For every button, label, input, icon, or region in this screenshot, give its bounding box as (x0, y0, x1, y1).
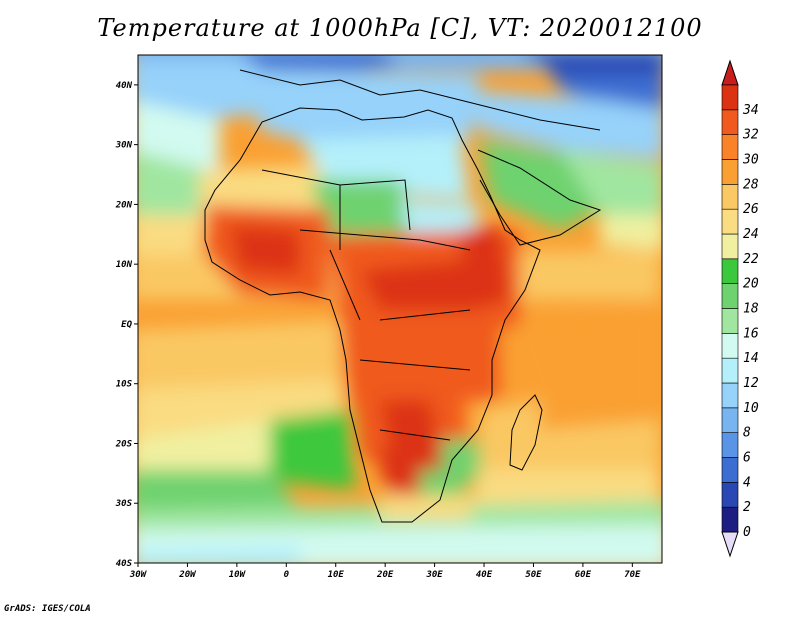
lon-tick-label: 70E (624, 570, 641, 580)
colorbar-level-label: 18 (743, 302, 759, 317)
colorbar-swatch (721, 482, 739, 508)
colorbar-swatch (721, 432, 739, 458)
colorbar-level-label: 26 (743, 202, 759, 217)
colorbar-high-arrow (721, 59, 739, 86)
arabia-coastline (477, 149, 602, 246)
coastlines (204, 69, 602, 523)
lat-tick-label: 20N (115, 200, 133, 210)
lon-tick-label: 30E (425, 570, 443, 580)
lon-tick-label: 0 (284, 570, 290, 580)
madagascar-coastline (509, 394, 543, 471)
colorbar-level-label: 28 (743, 177, 759, 192)
colorbar-swatch (721, 184, 739, 210)
chart-title: Temperature at 1000hPa [C], VT: 20200121… (97, 14, 703, 42)
africa-coastline (204, 107, 541, 523)
colorbar-swatch (721, 357, 739, 384)
map-frame (137, 54, 663, 564)
footer-credit: GrADS: IGES/COLA (4, 604, 91, 614)
colorbar-swatch (721, 407, 739, 433)
lon-tick-label: 10W (229, 570, 247, 580)
lon-tick-label: 10E (328, 570, 345, 580)
colorbar-level-label: 4 (743, 475, 751, 490)
lon-tick-label: 20E (376, 570, 394, 580)
lat-tick-label: 20S (115, 439, 133, 449)
temperature-field (138, 55, 662, 563)
europe-coastline (239, 69, 601, 131)
colorbar-swatch (721, 134, 739, 160)
lon-tick-label: 20W (178, 570, 197, 580)
border-line (261, 169, 471, 441)
colorbar-level-label: 34 (742, 103, 759, 118)
lat-tick-label: 30N (115, 141, 133, 151)
colorbar-level-label: 20 (743, 277, 759, 292)
colorbar-level-label: 32 (742, 128, 759, 143)
lat-tick-label: 40S (116, 559, 133, 569)
lat-tick-label: 40N (116, 81, 133, 91)
colorbar-swatch (721, 258, 739, 284)
colorbar-swatch (721, 233, 739, 260)
lon-tick-label: 30W (129, 570, 148, 580)
colorbar-swatch (721, 457, 739, 483)
lat-tick-label: 10S (116, 380, 133, 390)
lat-tick-label: EQ (121, 320, 132, 330)
lon-tick-label: 60E (575, 570, 592, 580)
colorbar-level-label: 6 (743, 451, 751, 466)
colorbar-level-label: 30 (742, 153, 759, 168)
colorbar-low-arrow (721, 531, 739, 558)
colorbar-level-label: 12 (743, 376, 759, 391)
colorbar-swatch (721, 208, 739, 235)
lat-tick-label: 10N (116, 260, 133, 270)
colorbar-level-label: 2 (743, 500, 751, 515)
lon-tick-label: 50E (525, 570, 542, 580)
colorbar-level-label: 24 (743, 227, 759, 242)
colorbar-level-label: 10 (743, 401, 759, 416)
colorbar-level-label: 0 (743, 525, 751, 540)
colorbar-level-label: 22 (743, 252, 759, 267)
colorbar-swatch (721, 506, 739, 533)
colorbar-swatch (721, 84, 739, 111)
colorbar-level-label: 8 (743, 426, 751, 441)
colorbar-level-label: 16 (743, 326, 759, 341)
colorbar-swatch (721, 283, 739, 309)
lat-tick-label: 30S (115, 499, 133, 509)
lon-tick-label: 40E (476, 570, 493, 580)
colorbar-swatch (721, 109, 739, 135)
colorbar-swatch (721, 159, 739, 185)
colorbar-level-label: 14 (743, 351, 759, 366)
colorbar-swatch (721, 333, 739, 359)
colorbar-swatch (721, 308, 739, 334)
colorbar-swatch (721, 382, 739, 409)
